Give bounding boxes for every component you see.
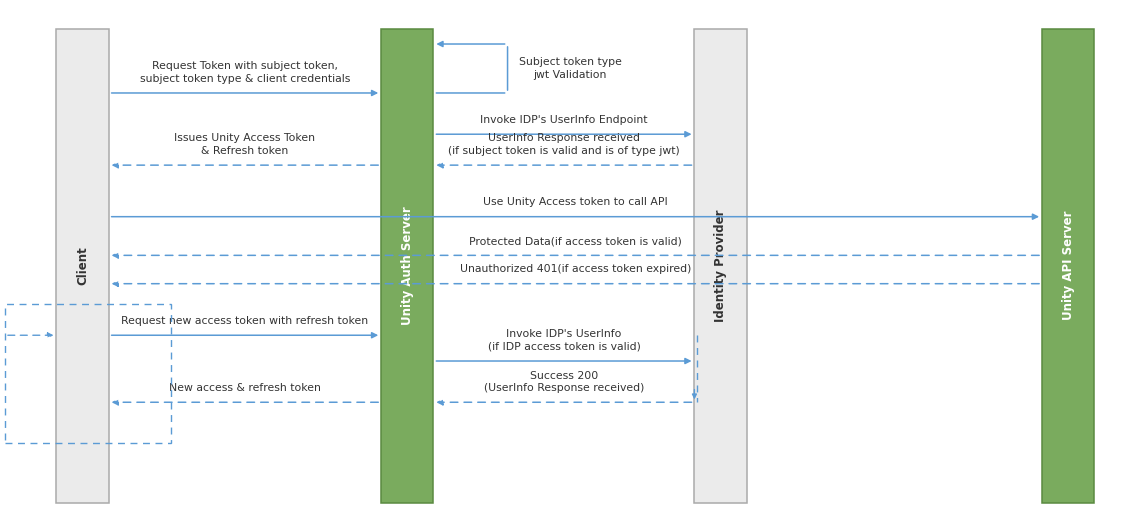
Text: Subject token type
jwt Validation: Subject token type jwt Validation — [519, 57, 622, 80]
Text: Invoke IDP's UserInfo Endpoint: Invoke IDP's UserInfo Endpoint — [480, 115, 648, 125]
Text: Invoke IDP's UserInfo
(if IDP access token is valid): Invoke IDP's UserInfo (if IDP access tok… — [488, 329, 640, 352]
Text: New access & refresh token: New access & refresh token — [169, 383, 321, 393]
Text: Success 200
(UserInfo Response received): Success 200 (UserInfo Response received) — [484, 370, 645, 393]
Text: Issues Unity Access Token
& Refresh token: Issues Unity Access Token & Refresh toke… — [174, 133, 315, 156]
Text: Request Token with subject token,
subject token type & client credentials: Request Token with subject token, subjec… — [140, 61, 350, 84]
Text: Unity API Server: Unity API Server — [1061, 211, 1075, 320]
Bar — [5, 304, 172, 443]
Bar — [1042, 29, 1095, 503]
Text: UserInfo Response received
(if subject token is valid and is of type jwt): UserInfo Response received (if subject t… — [448, 133, 680, 156]
Text: Protected Data(if access token is valid): Protected Data(if access token is valid) — [469, 236, 681, 246]
Text: Unity Auth Server: Unity Auth Server — [401, 206, 413, 325]
Bar — [381, 29, 434, 503]
Text: Identity Provider: Identity Provider — [714, 209, 727, 322]
Text: Client: Client — [76, 246, 89, 285]
Text: Request new access token with refresh token: Request new access token with refresh to… — [121, 316, 369, 326]
Text: Use Unity Access token to call API: Use Unity Access token to call API — [483, 197, 668, 207]
Bar — [56, 29, 109, 503]
Bar — [694, 29, 747, 503]
Text: Unauthorized 401(if access token expired): Unauthorized 401(if access token expired… — [459, 265, 692, 275]
